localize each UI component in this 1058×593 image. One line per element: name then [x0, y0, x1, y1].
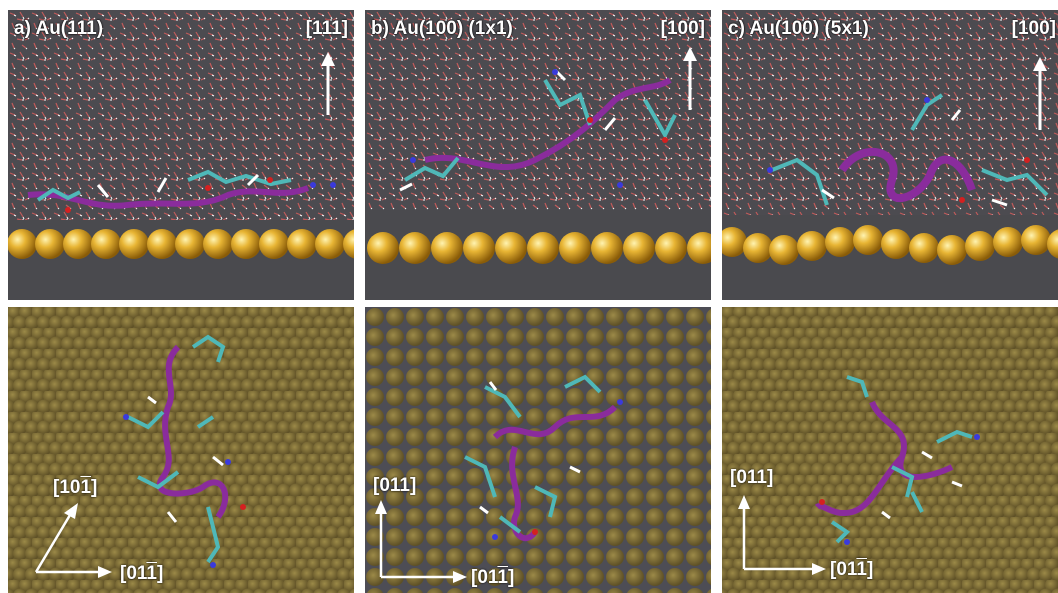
axis-horizontal-label: [011]: [120, 563, 163, 585]
axis-h-text: [01: [120, 563, 147, 584]
panel-c-side-view: c) Au(100) (5x1) [100]: [722, 10, 1058, 300]
panel-b-surface: Au(100) (1x1): [393, 18, 513, 39]
axis-h-bar: 1: [856, 559, 867, 580]
panel-b-title: b) Au(100) (1x1): [371, 18, 513, 40]
axis-v-text: [011]: [730, 467, 774, 488]
axis-h-close: ]: [867, 559, 874, 580]
arrow-100: [1033, 57, 1047, 130]
panel-b-letter: b): [371, 18, 389, 39]
peptide-molecule: [27, 169, 336, 213]
axis-h-close: ]: [157, 563, 164, 584]
peptide-molecule: [464, 374, 623, 542]
gold-atom-row: [722, 225, 1058, 265]
axis-horizontal-label: [011]: [830, 559, 873, 581]
au100-1x1-side-render: [365, 10, 711, 300]
panel-a-side-view: a) Au(111) [111]: [8, 10, 354, 300]
gold-atom-row: [8, 229, 354, 259]
axis-vertical-label: [011]: [373, 475, 416, 497]
axis-h-close: ]: [508, 567, 515, 588]
panel-a-title: a) Au(111): [14, 18, 103, 40]
panel-b-direction: [100]: [660, 18, 705, 39]
axis-vertical-label: [011]: [730, 467, 773, 489]
peptide-molecule: [767, 93, 1049, 207]
axis-h-bar: 1: [497, 567, 508, 588]
axis-h-text: [01: [471, 567, 498, 588]
peptide-molecule: [123, 334, 246, 568]
panel-b-top-view: [011] [011]: [365, 307, 711, 593]
axis-v-bar: 1: [80, 477, 92, 498]
panel-a-surface: Au(111): [35, 18, 104, 39]
au111-side-render: [8, 10, 354, 300]
panel-c-surface: Au(100) (5x1): [749, 18, 869, 39]
panel-c-top-view: [011] [011]: [722, 307, 1058, 593]
axis-v-text: [011]: [373, 475, 417, 496]
arrow-100: [683, 47, 697, 110]
panel-c-title: c) Au(100) (5x1): [728, 18, 869, 40]
axis-vertical-label: [101]: [53, 477, 97, 499]
panel-a-letter: a): [14, 18, 31, 39]
panel-a-direction: [111]: [305, 18, 348, 39]
panel-a-top-view: [101] [011]: [8, 307, 354, 593]
gold-atom-row: [367, 232, 711, 264]
au100-1x1-top-render: [365, 307, 711, 593]
axis-arrows: [34, 503, 112, 578]
axis-horizontal-label: [011]: [471, 567, 514, 589]
axis-h-text: [01: [830, 559, 857, 580]
panel-b-side-view: b) Au(100) (1x1) [100]: [365, 10, 711, 300]
panel-c-letter: c): [728, 18, 745, 39]
au111-top-render: [8, 307, 354, 593]
axis-v-close: ]: [91, 477, 98, 498]
axis-h-bar: 1: [146, 563, 157, 584]
panel-c-direction: [100]: [1011, 18, 1056, 39]
axis-v-text: [10: [53, 477, 81, 498]
arrow-111: [321, 52, 335, 115]
axis-arrows: [738, 495, 826, 575]
axis-arrows: [375, 500, 467, 583]
peptide-molecule: [814, 375, 980, 545]
au100-5x1-side-render: [722, 10, 1058, 300]
au100-5x1-top-render: [722, 307, 1058, 593]
peptide-molecule: [399, 68, 677, 192]
